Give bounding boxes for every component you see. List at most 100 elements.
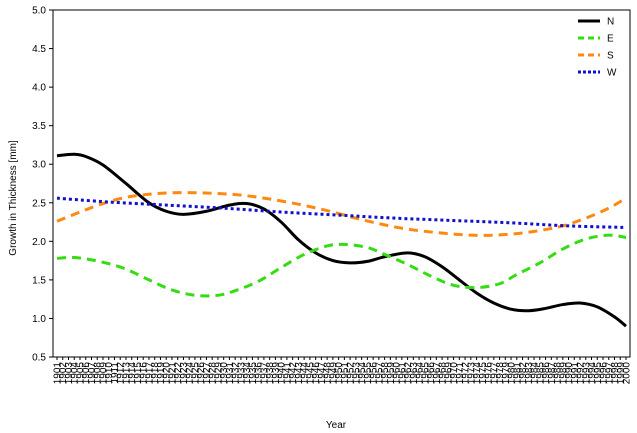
x-tick-label: 1988 xyxy=(553,362,564,385)
x-tick-label: 1912 xyxy=(116,362,127,385)
x-tick-label: 1910 xyxy=(104,362,115,385)
legend-label-n: N xyxy=(607,17,614,28)
x-tick-label: 1962 xyxy=(403,362,414,385)
x-tick-label: 1987 xyxy=(547,362,558,385)
x-tick-label: 1906 xyxy=(81,362,92,385)
x-tick-label: 1944 xyxy=(300,362,311,385)
x-tick-label: 1978 xyxy=(495,362,506,385)
x-tick-label: 1969 xyxy=(443,362,454,385)
x-tick-label: 1923 xyxy=(179,362,190,385)
x-tick-label: 1979 xyxy=(501,362,512,385)
x-tick-label: 1935 xyxy=(248,362,259,385)
x-tick-label: 1952 xyxy=(346,362,357,385)
x-tick-label: 1999 xyxy=(616,362,627,385)
legend-label-s: S xyxy=(607,51,614,62)
x-tick-label: 1936 xyxy=(254,362,265,385)
x-tick-label: 1968 xyxy=(438,362,449,385)
x-tick-label: 1989 xyxy=(558,362,569,385)
x-tick-label: 1971 xyxy=(455,362,466,385)
x-tick-label: 1933 xyxy=(236,362,247,385)
x-tick-label: 1973 xyxy=(466,362,477,385)
x-tick-label: 1911 xyxy=(110,362,121,384)
x-tick-label: 1930 xyxy=(219,362,230,385)
y-tick-label: 4.5 xyxy=(32,44,46,55)
x-tick-label: 1902 xyxy=(58,362,69,385)
x-tick-label: 1938 xyxy=(265,362,276,385)
y-tick-label: 3.5 xyxy=(32,121,46,132)
x-tick-label: 1920 xyxy=(162,362,173,385)
x-tick-label: 1901 xyxy=(53,362,64,385)
x-tick-label: 1974 xyxy=(472,362,483,385)
x-tick-label: 1939 xyxy=(271,362,282,385)
x-tick-label: 1927 xyxy=(202,362,213,385)
x-tick-label: 1961 xyxy=(397,362,408,385)
x-tick-label: 1905 xyxy=(75,362,86,385)
x-tick-label: 1960 xyxy=(392,362,403,385)
x-tick-label: 1946 xyxy=(311,362,322,385)
x-tick-label: 1942 xyxy=(288,362,299,385)
x-tick-label: 1981 xyxy=(512,362,523,385)
y-tick-label: 5.0 xyxy=(32,6,46,17)
x-tick-label: 1995 xyxy=(593,362,604,385)
x-tick-label: 1953 xyxy=(351,362,362,385)
x-tick-label: 1934 xyxy=(242,362,253,385)
x-tick-label: 1954 xyxy=(357,362,368,385)
x-tick-label: 1986 xyxy=(541,362,552,385)
series-line-n xyxy=(56,152,627,328)
x-tick-label: 1948 xyxy=(323,362,334,385)
x-tick-label: 1949 xyxy=(328,362,339,385)
series-line-s xyxy=(56,191,627,237)
x-tick-label: 1998 xyxy=(610,362,621,385)
y-tick-label: 1.0 xyxy=(32,314,46,325)
x-tick-label: 1916 xyxy=(139,362,150,385)
x-tick-label: 1918 xyxy=(150,362,161,385)
x-tick-label: 1950 xyxy=(334,362,345,385)
x-tick-label: 1983 xyxy=(524,362,535,385)
x-tick-label: 1963 xyxy=(409,362,420,385)
x-tick-label: 1924 xyxy=(185,362,196,385)
series-line-e xyxy=(56,233,627,298)
x-tick-label: 1966 xyxy=(426,362,437,385)
x-tick-label: 1993 xyxy=(581,362,592,385)
x-tick-label: 1964 xyxy=(415,362,426,385)
x-tick-label: 1967 xyxy=(432,362,443,385)
x-tick-label: 1976 xyxy=(484,362,495,385)
x-tick-label: 1903 xyxy=(64,362,75,385)
x-tick-label: 1990 xyxy=(564,362,575,385)
x-tick-label: 1985 xyxy=(535,362,546,385)
x-tick-label: 1928 xyxy=(208,362,219,385)
legend-label-w: W xyxy=(607,68,617,79)
x-tick-label: 1984 xyxy=(530,362,541,385)
x-tick-label: 1941 xyxy=(282,362,293,385)
x-tick-label: 1955 xyxy=(363,362,374,385)
x-tick-label: 1991 xyxy=(570,362,581,385)
x-tick-label: 1977 xyxy=(489,362,500,385)
x-tick-label: 1926 xyxy=(196,362,207,385)
x-tick-label: 1914 xyxy=(127,362,138,385)
x-tick-label: 1982 xyxy=(518,362,529,385)
x-tick-label: 1975 xyxy=(478,362,489,385)
x-tick-label: 1956 xyxy=(369,362,380,385)
x-tick-label: 1970 xyxy=(449,362,460,385)
x-tick-label: 1909 xyxy=(98,362,109,385)
x-tick-label: 1940 xyxy=(277,362,288,385)
x-tick-label: 1931 xyxy=(225,362,236,385)
x-tick-label: 1951 xyxy=(340,362,351,385)
series-lines xyxy=(56,152,627,328)
x-tick-label: 1919 xyxy=(156,362,167,385)
x-tick-label: 1943 xyxy=(294,362,305,385)
x-tick-label: 1958 xyxy=(380,362,391,385)
x-axis: 1901190219031904190519061907190819091910… xyxy=(53,357,633,384)
x-tick-label: 2000 xyxy=(622,362,633,385)
x-tick-label: 1922 xyxy=(173,362,184,385)
x-tick-label: 1937 xyxy=(259,362,270,385)
y-tick-label: 1.5 xyxy=(32,275,46,286)
x-tick-label: 1921 xyxy=(167,362,178,385)
x-tick-label: 1972 xyxy=(461,362,472,385)
x-tick-label: 1932 xyxy=(231,362,242,385)
x-tick-label: 1994 xyxy=(587,362,598,385)
x-tick-label: 1917 xyxy=(144,362,155,385)
y-tick-label: 2.0 xyxy=(32,237,46,248)
x-tick-label: 1907 xyxy=(87,362,98,385)
